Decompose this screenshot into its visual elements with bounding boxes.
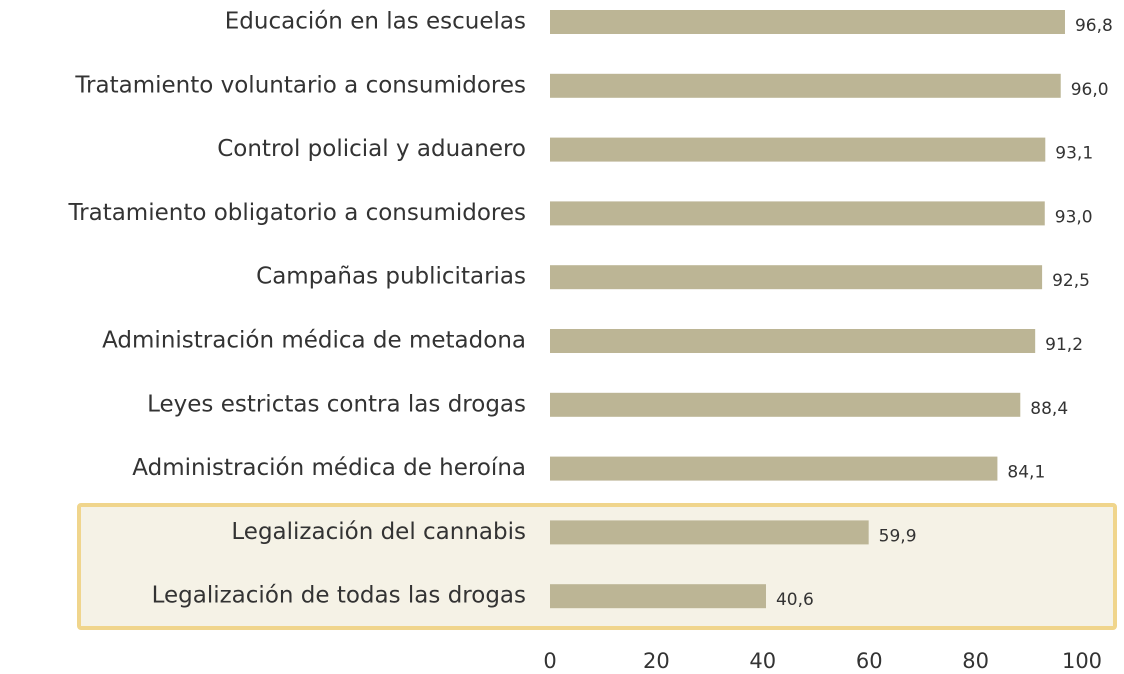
category-label: Control policial y aduanero: [217, 136, 526, 162]
category-label: Educación en las escuelas: [225, 9, 526, 35]
bar: [550, 73, 1061, 98]
value-label: 88,4: [1030, 399, 1068, 419]
category-label: Leyes estrictas contra las drogas: [147, 391, 526, 417]
value-label: 92,5: [1052, 271, 1090, 291]
x-tick-label: 80: [962, 649, 989, 673]
category-label: Tratamiento voluntario a consumidores: [74, 72, 526, 98]
bar: [550, 265, 1043, 290]
category-label: Administración médica de heroína: [132, 455, 526, 481]
value-label: 96,8: [1075, 16, 1113, 36]
x-tick-label: 0: [543, 649, 556, 673]
x-tick-label: 40: [749, 649, 776, 673]
category-label: Tratamiento obligatorio a consumidores: [67, 200, 526, 226]
bar: [550, 329, 1036, 353]
bar: [550, 584, 766, 609]
x-tick-label: 20: [643, 649, 670, 673]
value-label: 40,6: [776, 590, 814, 610]
x-tick-label: 60: [856, 649, 883, 673]
value-label: 59,9: [879, 526, 917, 546]
category-label: Administración médica de metadona: [102, 328, 526, 354]
bar: [550, 201, 1045, 226]
value-label: 91,2: [1045, 335, 1083, 355]
bar: [550, 10, 1065, 34]
category-label: Campañas publicitarias: [256, 264, 526, 290]
x-tick-label: 100: [1062, 649, 1102, 673]
bar: [550, 520, 869, 545]
bar: [550, 392, 1021, 417]
bar: [550, 456, 998, 481]
value-label: 93,0: [1055, 207, 1093, 227]
value-label: 93,1: [1055, 144, 1093, 164]
bar: [550, 137, 1046, 162]
category-label: Legalización de todas las drogas: [152, 583, 526, 609]
value-label: 96,0: [1071, 80, 1109, 100]
category-label: Legalización del cannabis: [231, 519, 526, 545]
value-label: 84,1: [1007, 463, 1045, 483]
